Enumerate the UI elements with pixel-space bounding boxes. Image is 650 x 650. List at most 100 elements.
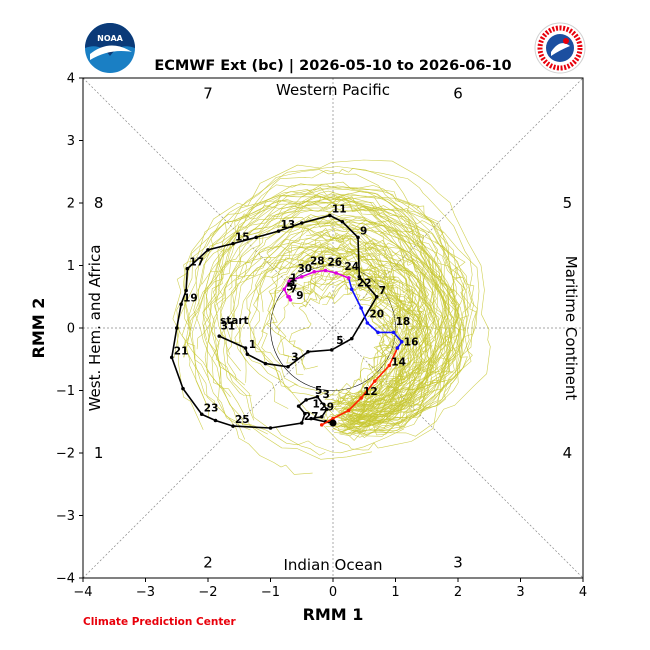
forecast-point bbox=[359, 396, 363, 400]
day-label: 30 bbox=[298, 263, 313, 275]
forecast-point bbox=[395, 346, 400, 350]
x-tick-label: 3 bbox=[516, 585, 524, 600]
ensemble-member-line bbox=[220, 233, 439, 414]
region-label-left: West. Hem. and Africa bbox=[86, 245, 104, 412]
y-tick-label: 3 bbox=[67, 134, 75, 149]
forecast-point bbox=[304, 398, 308, 402]
nws-logo bbox=[534, 22, 586, 74]
y-axis-ticks: −4 −3 −2 −1 0 1 2 3 4 bbox=[56, 72, 83, 587]
forecast-point bbox=[357, 274, 362, 279]
forecast-point bbox=[174, 326, 179, 330]
ensemble-member-line bbox=[205, 201, 467, 460]
noaa-logo-text: NOAA bbox=[97, 34, 123, 43]
ensemble-member-line bbox=[183, 198, 450, 424]
forecast-point bbox=[184, 288, 188, 293]
x-axis-label: RMM 1 bbox=[303, 605, 364, 624]
forecast-point bbox=[179, 302, 183, 307]
forecast-point bbox=[387, 363, 392, 368]
forecast-point bbox=[331, 416, 335, 421]
forecast-point bbox=[309, 416, 313, 421]
ensemble-member-line bbox=[177, 159, 491, 437]
forecast-point bbox=[328, 213, 332, 218]
ensemble-member-line bbox=[349, 205, 462, 430]
forecast-point bbox=[340, 219, 345, 224]
forecast-series-line-2 bbox=[347, 277, 403, 349]
day-label: 1 bbox=[290, 272, 297, 284]
forecast-point bbox=[324, 407, 329, 412]
day-label: 20 bbox=[369, 309, 384, 321]
ensemble-member-line bbox=[327, 260, 447, 423]
day-label: 11 bbox=[332, 204, 347, 216]
forecast-point bbox=[349, 336, 354, 341]
day-label: 5 bbox=[315, 385, 322, 397]
forecast-point bbox=[231, 424, 235, 428]
forecast-point bbox=[268, 426, 273, 430]
day-label: 23 bbox=[204, 402, 219, 414]
ensemble-member-line bbox=[173, 168, 478, 424]
region-label-right: Maritime Continent bbox=[562, 256, 580, 401]
ensemble-member-line bbox=[319, 227, 424, 420]
ensemble-member-line bbox=[185, 187, 480, 434]
ensemble-member-line bbox=[211, 204, 443, 429]
day-label: 17 bbox=[189, 257, 204, 269]
ensemble-member-line bbox=[276, 267, 411, 419]
forecast-point bbox=[303, 411, 307, 416]
ensemble-member-line bbox=[288, 251, 421, 434]
ensemble-member-line bbox=[330, 222, 448, 428]
credit-text: Climate Prediction Center bbox=[83, 616, 236, 628]
day-label: 14 bbox=[391, 357, 406, 369]
ensemble-member-line bbox=[257, 254, 418, 420]
day-label: 16 bbox=[404, 337, 419, 349]
forecast-point bbox=[206, 248, 210, 252]
day-label: 31 bbox=[221, 320, 236, 332]
phase-label: 4 bbox=[563, 444, 573, 462]
y-tick-label: 4 bbox=[67, 72, 75, 87]
ensemble-member-line bbox=[181, 193, 444, 454]
forecast-point bbox=[185, 266, 190, 271]
ensemble-member-line bbox=[228, 225, 435, 427]
ensemble-member-line bbox=[278, 249, 429, 416]
ensemble-member-line bbox=[322, 209, 460, 436]
forecast-point bbox=[169, 355, 174, 360]
forecast-point bbox=[356, 235, 360, 240]
forecast-point bbox=[306, 349, 310, 354]
y-tick-label: 0 bbox=[67, 322, 75, 337]
y-axis-label: RMM 2 bbox=[29, 298, 48, 359]
ensemble-member-line bbox=[239, 247, 427, 409]
forecast-point bbox=[199, 412, 204, 417]
day-label: 21 bbox=[174, 345, 189, 357]
region-label-top: Western Pacific bbox=[276, 81, 390, 99]
y-tick-label: −4 bbox=[56, 572, 75, 587]
forecast-point bbox=[376, 330, 380, 335]
phase-label: 1 bbox=[94, 444, 104, 462]
ensemble-member-line bbox=[296, 261, 407, 405]
forecast-point bbox=[243, 346, 248, 350]
x-tick-label: 4 bbox=[579, 585, 587, 600]
x-tick-label: 2 bbox=[454, 585, 462, 600]
forecast-point bbox=[334, 271, 338, 275]
forecast-point bbox=[254, 235, 258, 240]
forecast-point bbox=[323, 268, 328, 273]
phase-label: 6 bbox=[453, 85, 463, 103]
forecast-point bbox=[391, 330, 396, 335]
forecast-point bbox=[288, 298, 293, 302]
ensemble-member-line bbox=[324, 282, 399, 404]
day-label: 1 bbox=[313, 399, 320, 411]
ensemble-member-line bbox=[232, 219, 429, 409]
forecast-point bbox=[319, 414, 324, 419]
forecast-point bbox=[287, 294, 292, 299]
ensemble-member-line bbox=[202, 183, 455, 428]
forecast-point bbox=[181, 386, 185, 391]
phase-label: 8 bbox=[94, 194, 104, 212]
day-label: 18 bbox=[396, 316, 411, 328]
ensemble-member-line bbox=[247, 195, 460, 438]
day-label: 26 bbox=[328, 257, 343, 269]
x-tick-label: −1 bbox=[261, 585, 280, 600]
day-label: 27 bbox=[304, 411, 319, 423]
ensemble-member-line bbox=[270, 237, 428, 425]
x-tick-label: 1 bbox=[391, 585, 399, 600]
day-label: 3 bbox=[288, 277, 295, 289]
noaa-logo: NOAA bbox=[85, 23, 135, 73]
forecast-point bbox=[359, 306, 363, 310]
